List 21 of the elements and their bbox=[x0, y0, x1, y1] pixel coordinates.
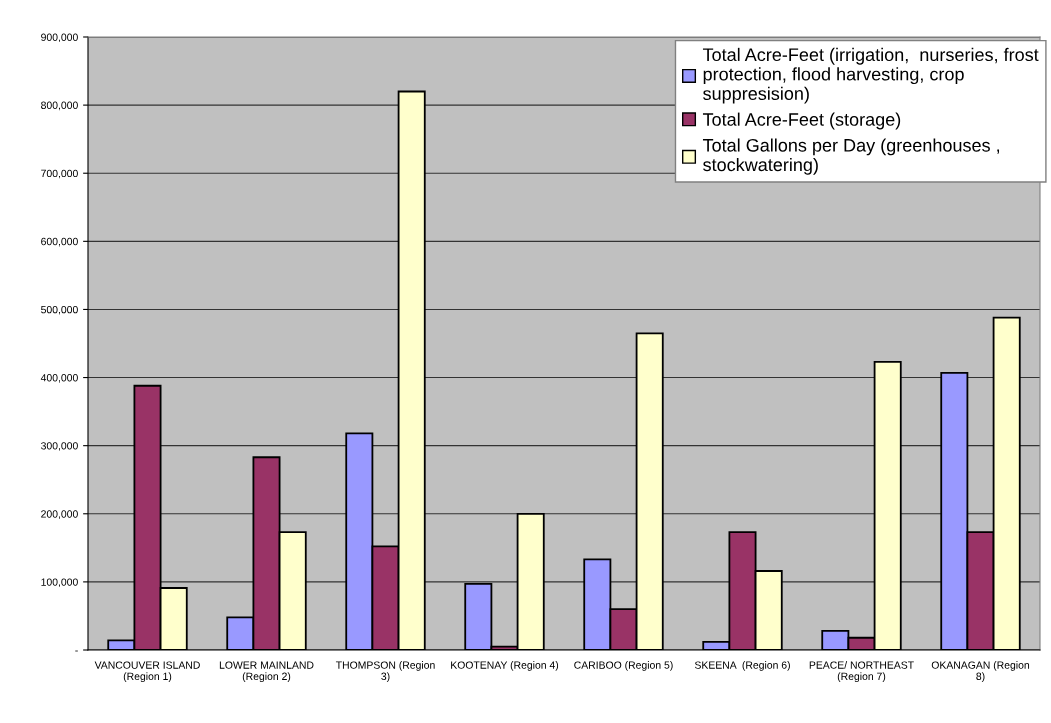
x-tick-label: KOOTENAY (Region 4) bbox=[451, 661, 559, 671]
y-tick-label: 200,000 bbox=[41, 510, 78, 519]
legend-label: Total Acre-Feet (irrigation, nurseries, frost protection, flood harvesting, crop suppresision) bbox=[702, 47, 1039, 104]
y-tick-label: 300,000 bbox=[41, 442, 78, 451]
x-tick-label: OKANAGAN (Region 8) bbox=[931, 661, 1030, 683]
legend-label: Total Acre-Feet (storage) bbox=[702, 112, 901, 130]
y-tick-label: 500,000 bbox=[41, 305, 78, 315]
legend-label: Total Gallons per Day (greenhouses , stockwatering) bbox=[702, 138, 1000, 175]
y-tick-label: 800,000 bbox=[41, 101, 78, 111]
y-tick-label: 900,000 bbox=[41, 33, 78, 43]
x-tick-label: VANCOUVER ISLAND (Region 1) bbox=[94, 661, 200, 683]
x-tick-label: SKEENA (Region 6) bbox=[694, 661, 790, 671]
x-tick-label: THOMPSON (Region 3) bbox=[335, 661, 435, 683]
x-tick-label: PEACE/ NORTHEAST (Region 7) bbox=[809, 661, 914, 683]
x-tick-label: LOWER MAINLAND (Region 2) bbox=[219, 661, 314, 683]
y-tick-label: 600,000 bbox=[41, 237, 78, 247]
x-tick-label: CARIBOO (Region 5) bbox=[574, 661, 673, 671]
y-tick-label: - bbox=[75, 650, 78, 652]
y-tick-label: 100,000 bbox=[41, 578, 78, 587]
y-tick-label: 700,000 bbox=[41, 169, 78, 179]
y-tick-label: 400,000 bbox=[40, 374, 78, 383]
